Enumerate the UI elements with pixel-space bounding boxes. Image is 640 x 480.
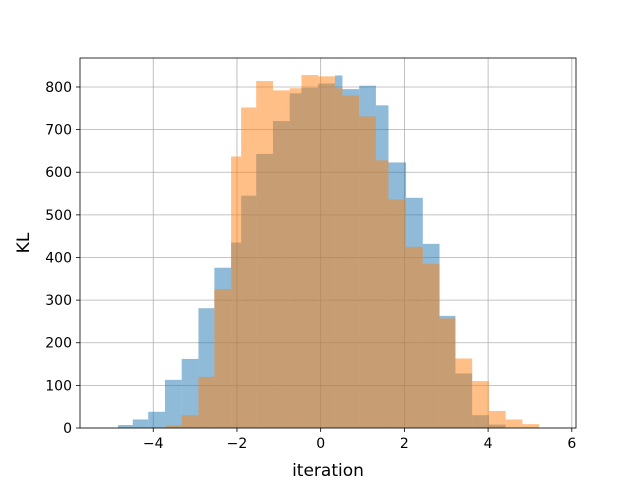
y-tick-label: 0 <box>63 421 72 437</box>
histogram-bar-series-2 <box>181 415 199 428</box>
ticks-layer: −4 −2 0 2 4 6 0 100 200 300 400 500 600 700 800 <box>45 80 576 452</box>
histogram-bar-series-2 <box>439 318 456 428</box>
y-tick-label: 400 <box>45 250 72 266</box>
y-tick-label: 700 <box>45 123 72 139</box>
histogram-bar-series-2 <box>388 199 407 428</box>
axes-layer <box>79 57 577 429</box>
histogram-bar-series-2 <box>214 289 232 428</box>
histogram-bar-series-2 <box>334 88 343 428</box>
histogram-bar-series-1 <box>181 358 199 428</box>
bars-layer <box>118 75 540 429</box>
histogram-bar-series-2 <box>272 90 290 429</box>
histogram-bar-series-2 <box>241 107 257 428</box>
x-tick-label: −2 <box>227 436 248 452</box>
y-tick-label: 300 <box>45 293 72 309</box>
histogram-bar-series-2 <box>422 263 440 428</box>
y-tick-label: 200 <box>45 336 72 352</box>
histogram-bar-series-2 <box>289 88 302 428</box>
histogram-bar-series-2 <box>505 419 523 428</box>
histogram-bar-series-2 <box>375 160 389 429</box>
histogram-bar-series-1 <box>118 425 133 428</box>
histogram-bar-series-1 <box>148 411 165 428</box>
histogram-bar-series-2 <box>359 116 376 428</box>
y-axis-label: KL <box>14 232 34 253</box>
x-tick-label: 2 <box>400 436 409 452</box>
x-tick-label: 0 <box>316 436 325 452</box>
axes-frame <box>79 57 577 429</box>
histogram-bar-series-2 <box>198 376 215 428</box>
y-tick-label: 500 <box>45 208 72 224</box>
histogram-bar-series-2 <box>318 76 335 428</box>
y-tick-label: 600 <box>45 165 72 181</box>
histogram-bar-series-1 <box>164 379 182 428</box>
histogram-bar-series-1 <box>132 419 149 428</box>
x-tick-label: 4 <box>484 436 493 452</box>
y-tick-label: 800 <box>45 80 72 96</box>
histogram-bar-series-2 <box>522 424 540 428</box>
histogram-bar-series-2 <box>256 81 273 428</box>
x-tick-label: −4 <box>143 436 164 452</box>
histogram-bar-series-2 <box>166 425 182 428</box>
x-axis-label: iteration <box>292 461 364 480</box>
histogram-bar-series-2 <box>488 410 506 428</box>
histogram-bar-series-2 <box>301 75 319 428</box>
histogram-bar-series-2 <box>472 381 489 428</box>
histogram-bar-series-2 <box>406 246 423 428</box>
histogram-bar-series-2 <box>455 358 473 428</box>
y-tick-label: 100 <box>45 378 72 394</box>
histogram-bar-series-2 <box>342 95 360 428</box>
histogram-bar-series-2 <box>231 156 242 428</box>
x-tick-label: 6 <box>567 436 576 452</box>
